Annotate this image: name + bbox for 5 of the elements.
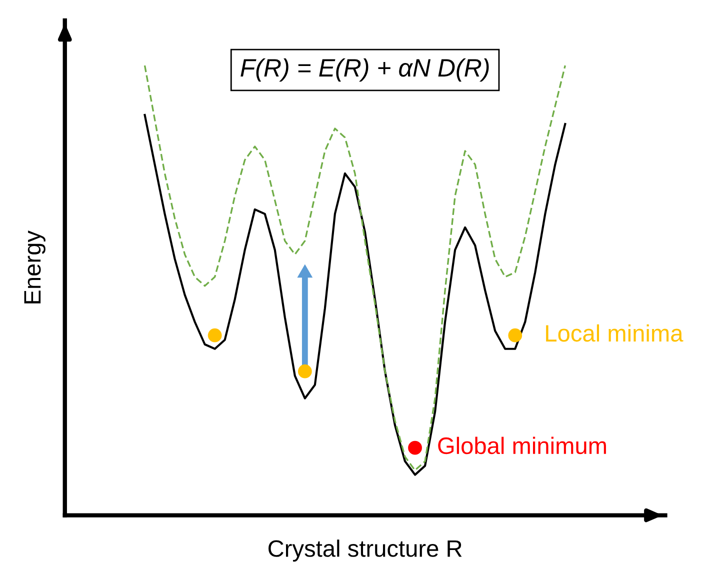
annotation: Global minimum (438, 436, 606, 454)
x-axis-title: Crystal structure R (268, 540, 462, 562)
annotation: Local minima (546, 324, 684, 342)
y-axis-title: Energy (24, 230, 46, 304)
chart-title: F(R) = E(R) + αN D(R) (240, 58, 489, 82)
